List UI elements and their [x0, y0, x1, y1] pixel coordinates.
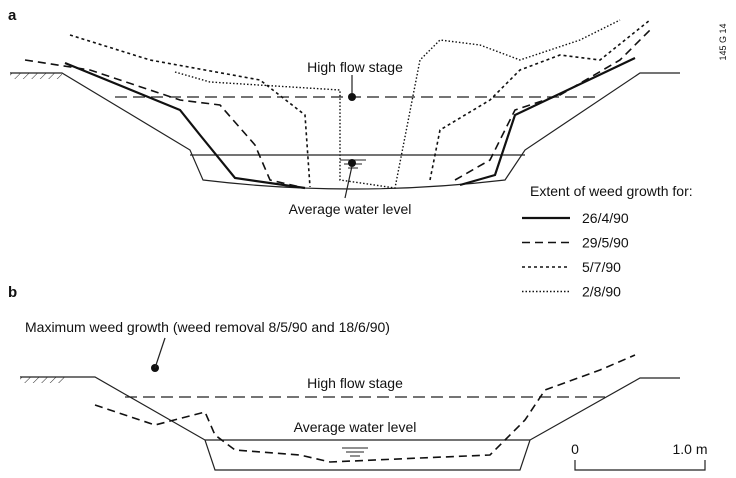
- weed-line: [24, 29, 651, 188]
- legend-label: 2/8/90: [582, 284, 621, 300]
- legend-label: 5/7/90: [582, 259, 621, 275]
- scale-bar: [574, 460, 706, 471]
- legend-label: 29/5/90: [582, 235, 629, 251]
- legend-label: 26/4/90: [582, 210, 629, 226]
- annotation: Maximum weed growth (weed removal 8/5/90…: [25, 319, 390, 335]
- leader: [154, 337, 166, 369]
- ground: [10, 73, 62, 79]
- scale-label: 1.0 m: [672, 441, 707, 457]
- weed-line: [174, 19, 621, 189]
- water-symbol: [342, 447, 368, 457]
- scale-label: 0: [571, 441, 579, 457]
- channel: [10, 72, 680, 190]
- annotation: Average water level: [294, 419, 417, 435]
- annotation: Average water level: [289, 201, 412, 217]
- panel-label: a: [8, 7, 17, 24]
- legend-title: Extent of weed growth for:: [530, 183, 693, 199]
- panel-label: b: [8, 284, 17, 301]
- leader: [344, 165, 353, 199]
- annotation: High flow stage: [307, 59, 403, 75]
- channel: [20, 376, 680, 471]
- weed-line: [69, 19, 651, 188]
- marker: [348, 159, 356, 167]
- weed-line: [94, 354, 636, 463]
- legend: 26/4/90 29/5/90 5/7/90 2/8/90: [522, 210, 629, 300]
- ground: [20, 377, 65, 383]
- annotation: High flow stage: [307, 375, 403, 391]
- figure-code: 145 G 14: [718, 23, 728, 60]
- marker: [348, 93, 356, 101]
